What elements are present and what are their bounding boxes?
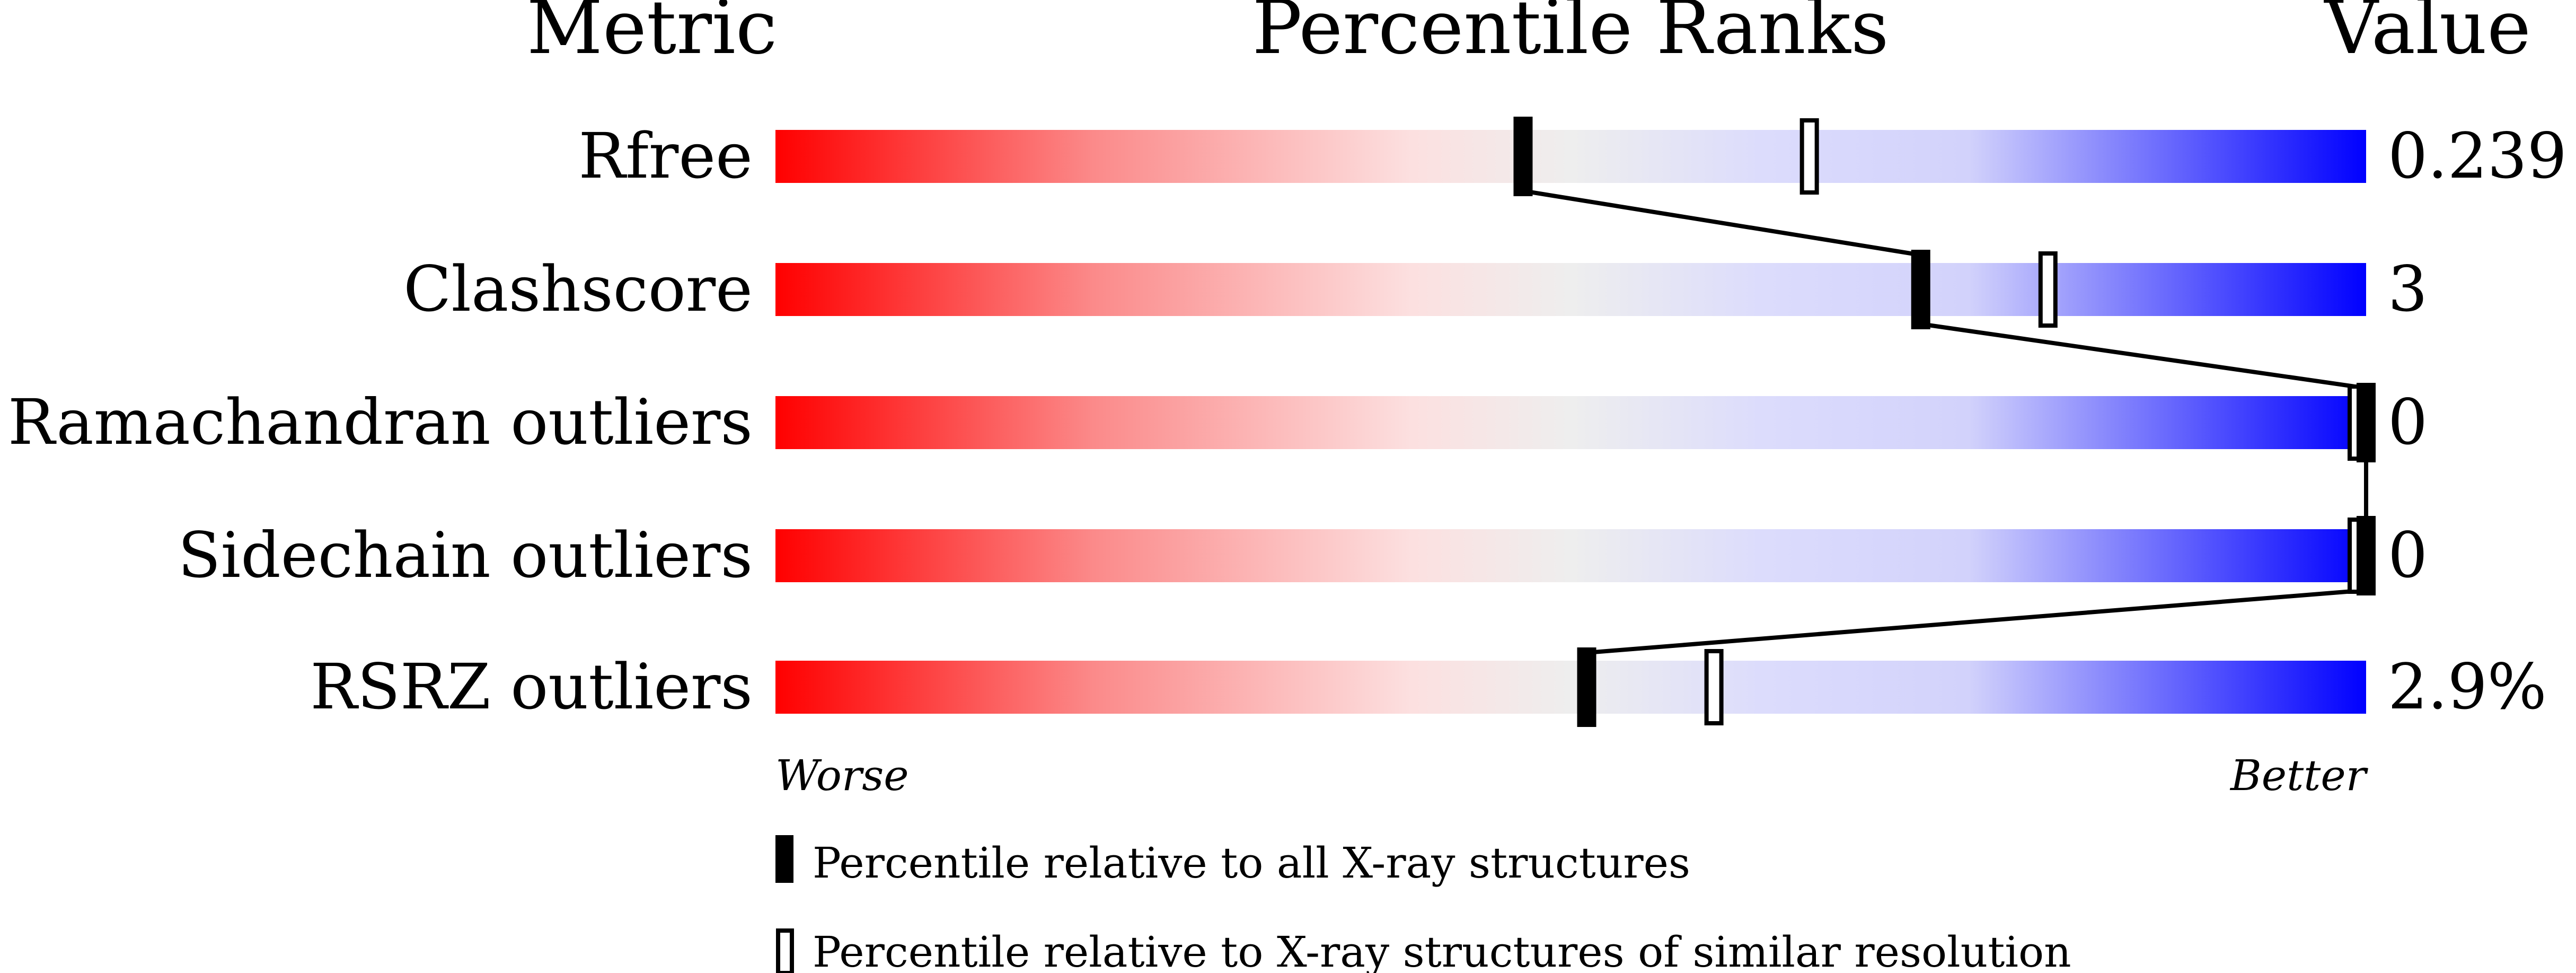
percentile-bar: [775, 130, 2366, 183]
connector-line: [1586, 588, 2367, 655]
metric-label: RSRZ outliers: [310, 650, 753, 723]
percentile-bar: [775, 529, 2366, 582]
metric-label: Sidechain outliers: [178, 519, 753, 592]
connector-line: [1920, 322, 2367, 390]
legend-all-label: Percentile relative to all X-ray structu…: [813, 838, 1690, 888]
similar-resolution-marker: [1799, 118, 1819, 195]
metric-value: 0: [2388, 385, 2428, 459]
percentile-bar: [775, 661, 2366, 714]
header-value: Value: [2323, 0, 2531, 71]
legend-similar-label: Percentile relative to X-ray structures …: [813, 927, 2071, 973]
all-structures-marker: [2357, 383, 2376, 462]
legend-filled-marker: [775, 835, 793, 883]
metric-label: Ramachandran outliers: [8, 385, 753, 459]
metric-label: Rfree: [578, 119, 753, 192]
all-structures-marker: [1577, 647, 1596, 727]
header-metric: Metric: [527, 0, 778, 71]
header-percentile-ranks: Percentile Ranks: [1252, 0, 1889, 71]
similar-resolution-marker: [2038, 251, 2058, 328]
all-structures-marker: [2357, 516, 2376, 595]
all-structures-marker: [1513, 117, 1533, 196]
percentile-bar: [775, 263, 2366, 316]
metric-value: 0: [2388, 519, 2428, 592]
better-label: Better: [2229, 751, 2369, 800]
worse-label: Worse: [775, 751, 909, 800]
metric-value: 3: [2388, 252, 2428, 326]
metric-value: 2.9%: [2388, 650, 2547, 723]
all-structures-marker: [1911, 250, 1930, 329]
connector-line: [1522, 189, 1921, 257]
similar-resolution-marker: [1704, 649, 1724, 725]
percentile-bar: [775, 396, 2366, 449]
metric-value: 0.239: [2388, 119, 2567, 192]
legend-open-marker: [776, 928, 794, 973]
metric-label: Clashscore: [403, 252, 753, 326]
